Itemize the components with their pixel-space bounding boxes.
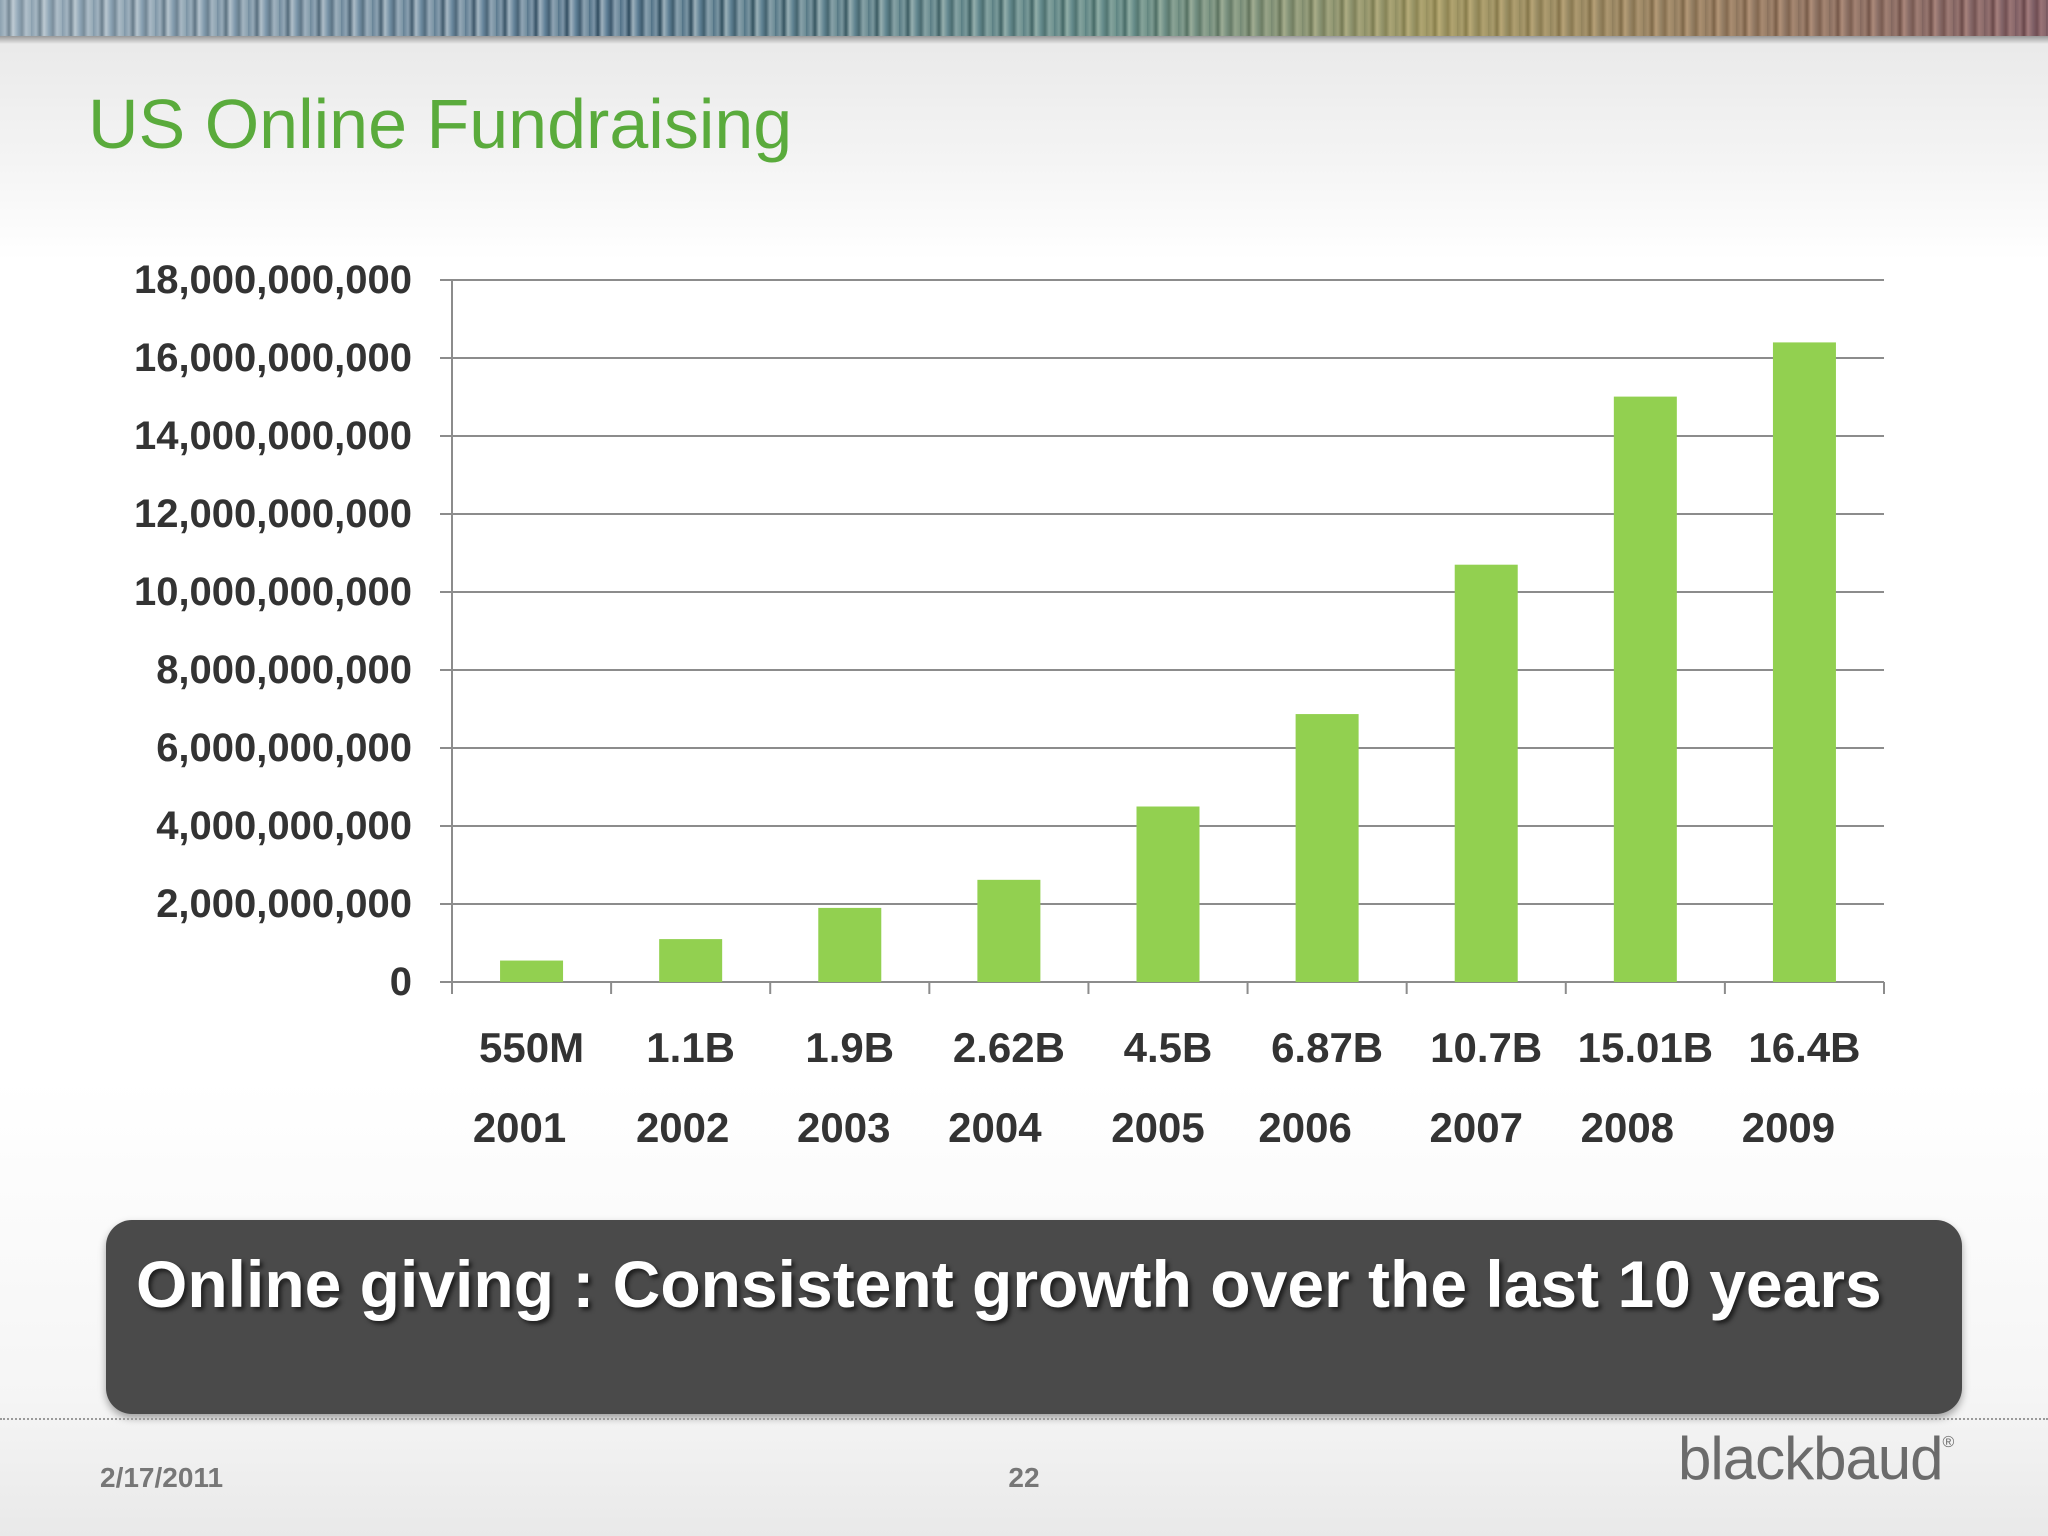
- y-tick-label: 12,000,000,000: [133, 492, 412, 536]
- bar: [659, 939, 723, 982]
- bar: [1613, 396, 1677, 982]
- x-category-label: 2009: [1741, 1104, 1836, 1151]
- bar-value-label: 550M: [479, 1024, 585, 1071]
- top-stripe-shadow: [0, 36, 2048, 44]
- bar: [500, 960, 564, 982]
- bar-value-label: 6.87B: [1271, 1024, 1384, 1071]
- x-category-label: 2004: [948, 1104, 1042, 1151]
- y-tick-label: 2,000,000,000: [156, 882, 412, 926]
- x-category-label: 2003: [797, 1104, 891, 1151]
- y-tick-label: 10,000,000,000: [133, 570, 412, 614]
- y-tick-label: 16,000,000,000: [133, 336, 412, 380]
- bar: [1136, 806, 1200, 982]
- bar: [1772, 342, 1836, 982]
- page-number: 22: [1008, 1462, 1040, 1493]
- slide-title: US Online Fundraising: [88, 85, 793, 163]
- bar: [818, 907, 882, 982]
- bar-value-label: 4.5B: [1123, 1024, 1213, 1071]
- bar: [977, 879, 1041, 982]
- y-tick-label: 14,000,000,000: [133, 414, 412, 458]
- callout-box: Online giving : Consistent growth over t…: [106, 1220, 1962, 1414]
- logo-registered-mark: ®: [1942, 1434, 1955, 1451]
- bar-value-label: 16.4B: [1748, 1024, 1861, 1071]
- y-tick-label: 18,000,000,000: [133, 258, 412, 302]
- y-tick-label: 4,000,000,000: [156, 804, 412, 848]
- footer-date: 2/17/2011: [100, 1462, 224, 1493]
- x-category-label: 2007: [1429, 1104, 1523, 1151]
- bar-value-label: 1.9B: [805, 1024, 895, 1071]
- x-category-label: 2001: [472, 1104, 567, 1151]
- blackbaud-logo: blackbaud®: [1678, 1424, 1955, 1493]
- x-category-label: 2008: [1580, 1104, 1675, 1151]
- y-tick-label: 0: [389, 960, 412, 1004]
- x-category-label: 2002: [635, 1104, 730, 1151]
- bar: [1454, 564, 1518, 982]
- y-tick-label: 6,000,000,000: [156, 726, 412, 770]
- bar-value-label: 15.01B: [1577, 1024, 1714, 1071]
- x-category-label: 2006: [1258, 1104, 1352, 1151]
- logo-text: blackbaud: [1678, 1425, 1944, 1492]
- y-tick-label: 8,000,000,000: [156, 648, 412, 692]
- bar-value-label: 1.1B: [646, 1024, 736, 1071]
- decorative-top-stripe: [0, 0, 2048, 36]
- bar-value-label: 10.7B: [1430, 1024, 1543, 1071]
- footer-divider: [0, 1418, 2048, 1420]
- bar: [1295, 714, 1359, 982]
- bar-value-label: 2.62B: [952, 1024, 1065, 1071]
- x-category-label: 2005: [1111, 1104, 1205, 1151]
- callout-text: Online giving : Consistent growth over t…: [136, 1247, 1882, 1321]
